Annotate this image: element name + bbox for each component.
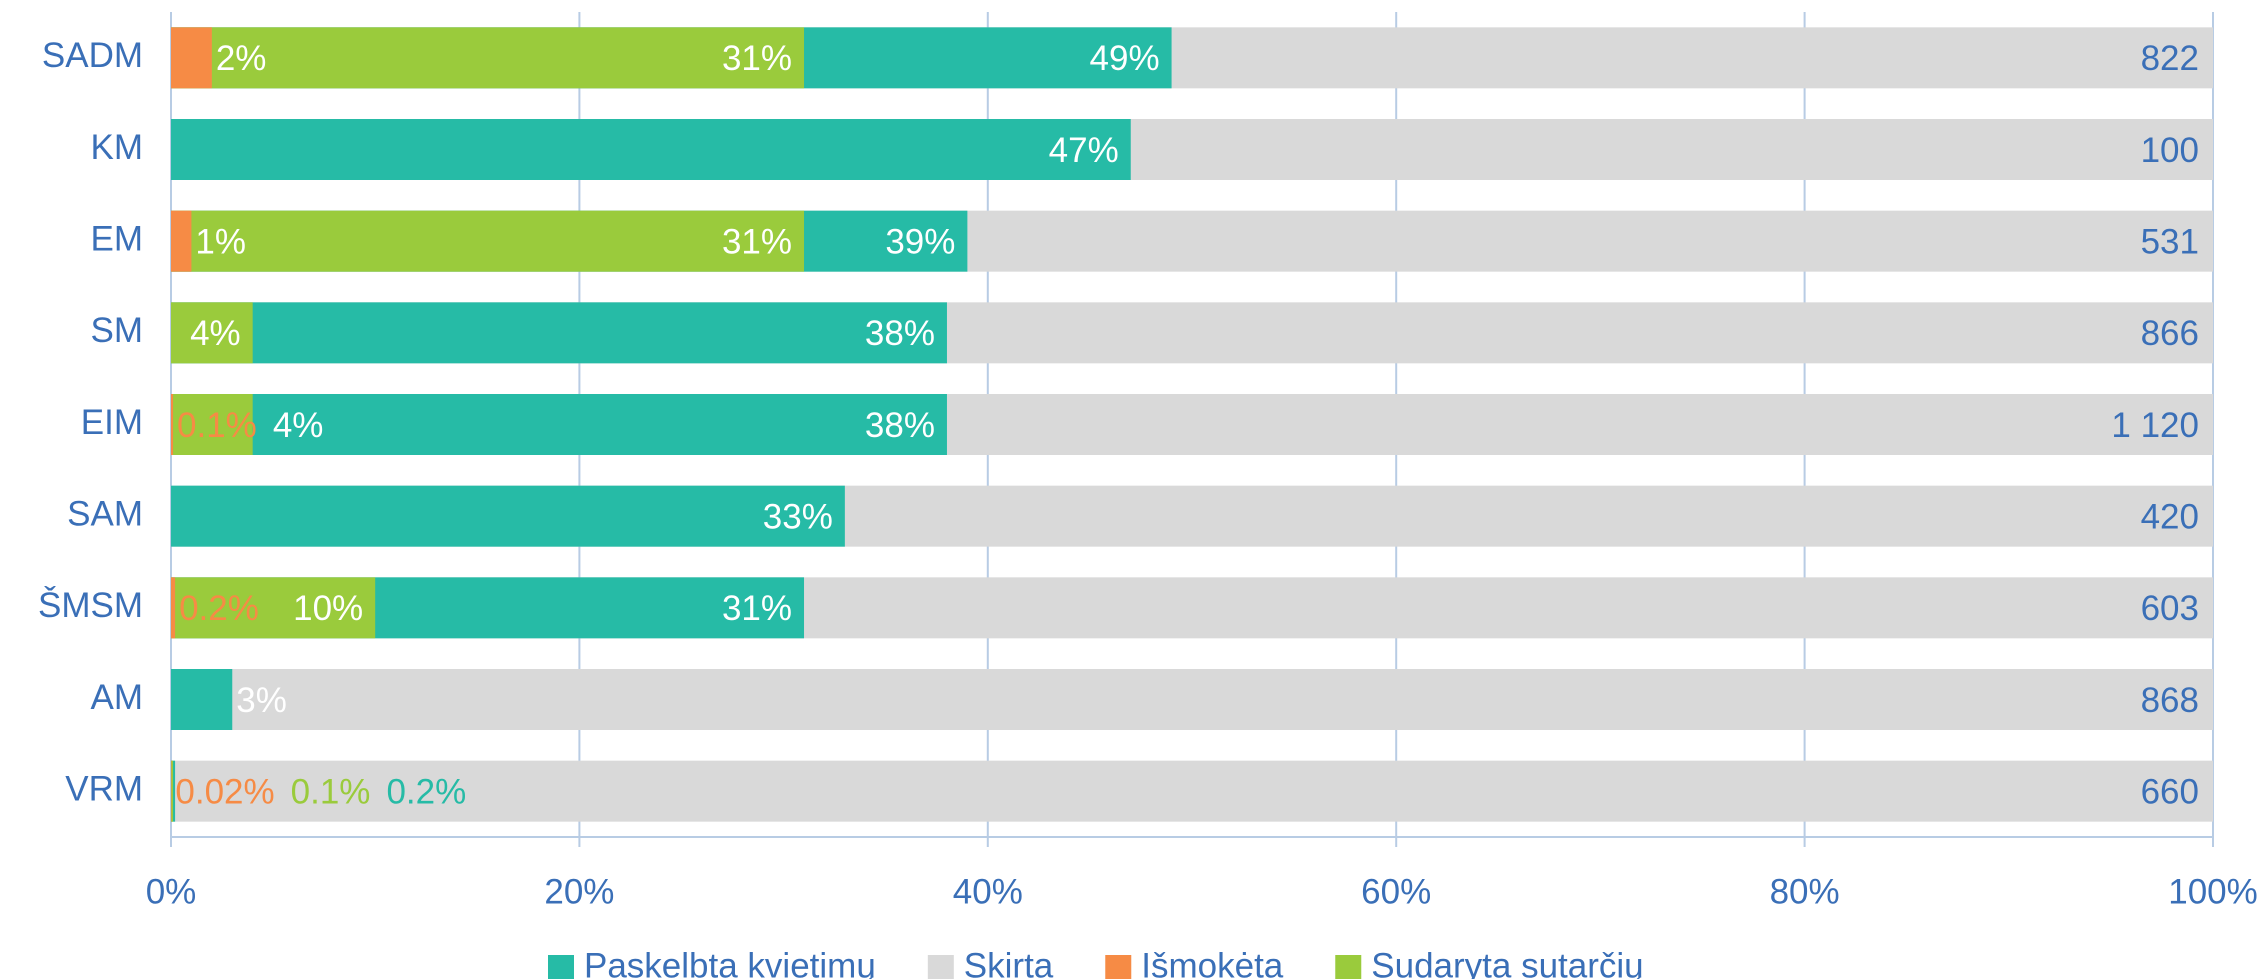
value-label: 31% xyxy=(722,589,792,628)
total-label: 531 xyxy=(2141,222,2199,261)
value-label: 38% xyxy=(865,314,935,353)
legend-label: Išmokėta xyxy=(1141,946,1284,979)
value-label: 3% xyxy=(236,681,287,720)
value-label: 4% xyxy=(273,406,324,445)
bar xyxy=(171,394,174,455)
bar xyxy=(171,394,947,455)
value-label: 1% xyxy=(195,222,246,261)
legend-label: Skirta xyxy=(964,946,1054,979)
legend-swatch xyxy=(548,955,574,979)
y-tick-label: SM xyxy=(91,311,144,350)
value-label: 39% xyxy=(885,222,955,261)
bar xyxy=(171,485,845,547)
total-label: 660 xyxy=(2141,772,2199,811)
bar xyxy=(171,210,192,272)
value-label: 31% xyxy=(722,222,792,261)
total-label: 420 xyxy=(2141,497,2199,536)
bar xyxy=(171,394,253,455)
value-label: 0.1% xyxy=(177,406,257,445)
y-tick-label: SAM xyxy=(67,494,143,533)
bar xyxy=(171,669,2213,730)
bar xyxy=(171,27,805,89)
value-label: 0.1% xyxy=(291,772,371,811)
y-tick-label: EIM xyxy=(81,403,143,442)
x-tick-label: 100% xyxy=(2168,872,2258,911)
y-tick-label: EM xyxy=(91,219,144,258)
bar xyxy=(171,119,1131,180)
bar xyxy=(171,760,174,822)
bar xyxy=(171,669,233,730)
legend-swatch xyxy=(1335,955,1362,979)
y-tick-label: AM xyxy=(91,678,144,717)
total-label: 868 xyxy=(2141,681,2199,720)
value-label: 2% xyxy=(216,39,267,78)
value-label: 0.2% xyxy=(179,589,259,628)
y-tick-label: ŠMSM xyxy=(38,586,143,625)
value-label: 47% xyxy=(1049,131,1119,170)
total-label: 100 xyxy=(2141,131,2199,170)
total-label: 866 xyxy=(2141,314,2199,353)
x-tick-label: 60% xyxy=(1361,872,1431,911)
bar xyxy=(171,760,2213,822)
total-label: 603 xyxy=(2141,589,2199,628)
legend-swatch xyxy=(1105,955,1132,979)
y-tick-label: SADM xyxy=(42,36,143,75)
value-label: 0.2% xyxy=(386,772,466,811)
value-label: 31% xyxy=(722,39,792,78)
legend-swatch xyxy=(927,955,954,979)
total-label: 822 xyxy=(2141,39,2199,78)
x-tick-label: 20% xyxy=(544,872,614,911)
value-label: 33% xyxy=(763,497,833,536)
legend-label: Paskelbta kvietimų xyxy=(584,946,876,979)
bar xyxy=(171,302,947,364)
bar xyxy=(171,210,805,272)
legend-label: Sudaryta sutarčių xyxy=(1371,946,1643,979)
bar xyxy=(171,27,212,89)
value-label: 10% xyxy=(293,589,363,628)
x-tick-label: 0% xyxy=(146,872,197,911)
bar xyxy=(171,577,176,639)
bar xyxy=(171,577,376,639)
value-label: 0.02% xyxy=(175,772,274,811)
y-tick-label: KM xyxy=(91,128,144,167)
x-tick-label: 80% xyxy=(1770,872,1840,911)
value-label: 4% xyxy=(190,314,241,353)
x-tick-label: 40% xyxy=(953,872,1023,911)
value-label: 38% xyxy=(865,406,935,445)
y-tick-label: VRM xyxy=(65,769,143,808)
bar xyxy=(171,302,253,364)
total-label: 1 120 xyxy=(2111,406,2199,445)
value-label: 49% xyxy=(1090,39,1160,78)
